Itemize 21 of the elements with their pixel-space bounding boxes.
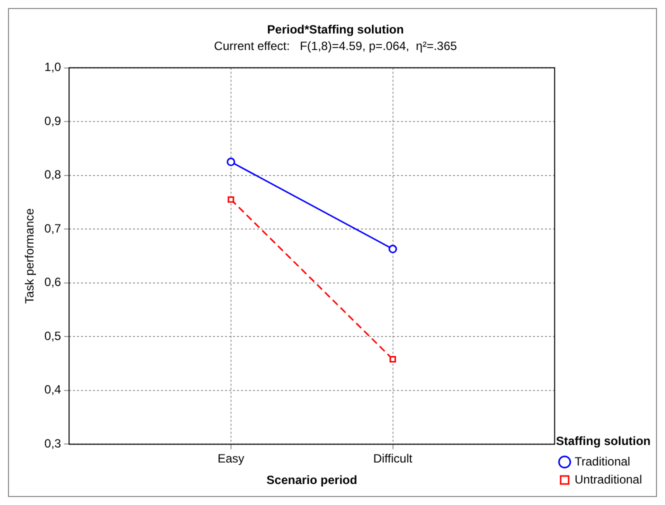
x-axis-title: Scenario period xyxy=(266,473,358,488)
legend-label: Untraditional xyxy=(574,472,642,486)
x-tick-label: Easy xyxy=(218,452,244,466)
point xyxy=(228,196,234,203)
point xyxy=(388,244,398,254)
chart-title: Period*Staffing solution xyxy=(267,22,404,37)
y-tick-label: 0,7 xyxy=(44,221,62,236)
y-tick-label: 1,0 xyxy=(44,60,62,74)
chart-subtitle: Current effect: F(1,8)=4.59, p=.064, η²=.365 xyxy=(214,38,458,53)
legend-title: Staffing solution xyxy=(556,434,651,448)
y-tick-label: 0,6 xyxy=(44,275,62,290)
y-tick-label: 0,4 xyxy=(44,382,62,397)
y-tick-label: 0,3 xyxy=(44,436,62,451)
y-tick-label: 0,8 xyxy=(44,168,62,182)
y-axis-title: Task performance xyxy=(22,208,37,304)
y-tick-label: 0,9 xyxy=(44,114,62,128)
y-tick-label: 0,5 xyxy=(44,328,62,343)
legend-label: Traditional xyxy=(574,454,630,468)
x-tick-label: Difficult xyxy=(373,452,414,466)
point xyxy=(226,158,236,166)
point xyxy=(390,356,396,362)
